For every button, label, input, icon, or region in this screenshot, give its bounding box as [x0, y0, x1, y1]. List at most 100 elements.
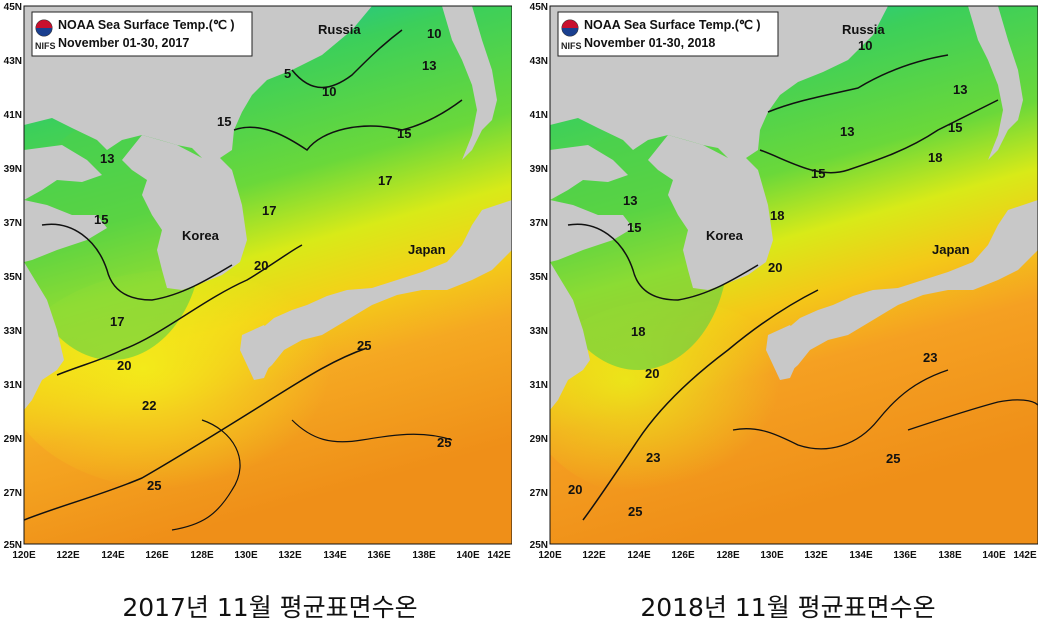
label-korea: Korea — [182, 228, 220, 243]
sst-map-2018: NIFS NOAA Sea Surface Temp.(℃ ) November… — [528, 0, 1038, 570]
contour-label: 10 — [427, 26, 441, 41]
lat-tick: 27N — [530, 488, 548, 499]
caption-2018: 2018년 11월 평균표면수온 — [640, 593, 936, 622]
contour-label: 20 — [568, 482, 582, 497]
caption-2017: 2017년 11월 평균표면수온 — [122, 593, 418, 622]
lon-tick: 130E — [234, 550, 258, 561]
lat-tick: 27N — [4, 488, 22, 499]
lat-tick: 29N — [530, 434, 548, 445]
lat-tick: 29N — [4, 434, 22, 445]
lon-tick: 128E — [716, 550, 740, 561]
map-period: November 01-30, 2018 — [584, 36, 715, 50]
land-korea — [122, 135, 247, 290]
lat-tick: 37N — [4, 218, 22, 229]
lat-tick: 25N — [530, 540, 548, 551]
lat-tick: 35N — [4, 272, 22, 283]
lat-tick: 45N — [530, 2, 548, 13]
lat-tick: 35N — [530, 272, 548, 283]
contour-label: 20 — [768, 260, 782, 275]
contour-label: 5 — [284, 66, 291, 81]
lon-tick: 122E — [56, 550, 80, 561]
land-shandong — [550, 200, 633, 262]
title-box: NIFS NOAA Sea Surface Temp.(℃ ) November… — [31, 11, 253, 57]
contour-label: 15 — [627, 220, 641, 235]
contour-label: 15 — [94, 212, 108, 227]
lon-tick: 134E — [323, 550, 347, 561]
lat-tick: 45N — [4, 2, 22, 13]
map-period: November 01-30, 2017 — [58, 36, 189, 50]
contour-label: 22 — [142, 398, 156, 413]
lon-tick: 120E — [12, 550, 36, 561]
lon-tick: 120E — [538, 550, 562, 561]
contour-label: 23 — [646, 450, 660, 465]
land-japan — [773, 6, 1038, 372]
lon-tick: 122E — [582, 550, 606, 561]
land-kyushu — [766, 325, 800, 380]
contour-label: 25 — [357, 338, 371, 353]
contour-label: 18 — [928, 150, 942, 165]
land-japan-north — [442, 6, 497, 160]
contour-label: 13 — [100, 151, 114, 166]
contour-label: 10 — [858, 38, 872, 53]
contour-label: 18 — [631, 324, 645, 339]
land-kyushu — [240, 325, 274, 380]
lon-tick: 138E — [412, 550, 436, 561]
lon-tick: 126E — [671, 550, 695, 561]
label-korea: Korea — [706, 228, 744, 243]
contour-label: 17 — [262, 203, 276, 218]
lon-tick: 140E — [982, 550, 1006, 561]
lat-tick: 33N — [4, 326, 22, 337]
lat-tick: 39N — [530, 164, 548, 175]
lat-tick: 43N — [530, 56, 548, 67]
lat-tick: 25N — [4, 540, 22, 551]
nifs-logo-text: NIFS — [35, 41, 56, 51]
land-shandong — [24, 200, 107, 262]
land-japan-north — [968, 6, 1023, 160]
label-japan: Japan — [408, 242, 446, 257]
lon-tick: 138E — [938, 550, 962, 561]
land-china-coast — [550, 262, 590, 410]
contour-label: 25 — [886, 451, 900, 466]
lon-tick: 130E — [760, 550, 784, 561]
contour-label: 17 — [378, 173, 392, 188]
lon-tick: 134E — [849, 550, 873, 561]
land-liaodong — [24, 145, 102, 200]
land-korea — [648, 135, 773, 290]
contour-label: 10 — [322, 84, 336, 99]
contour-label: 18 — [770, 208, 784, 223]
lat-tick: 31N — [4, 380, 22, 391]
contour-label: 15 — [217, 114, 231, 129]
lon-tick: 142E — [1013, 550, 1037, 561]
lon-tick: 124E — [627, 550, 651, 561]
contour-label: 17 — [110, 314, 124, 329]
contour-label: 25 — [628, 504, 642, 519]
lat-tick: 41N — [4, 110, 22, 121]
nifs-logo-text: NIFS — [561, 41, 582, 51]
lon-tick: 142E — [487, 550, 511, 561]
label-russia: Russia — [318, 22, 361, 37]
contour-label: 25 — [147, 478, 161, 493]
lat-tick: 43N — [4, 56, 22, 67]
lon-tick: 136E — [893, 550, 917, 561]
map-title: NOAA Sea Surface Temp.(℃ ) — [584, 18, 761, 32]
land-japan — [247, 6, 512, 372]
lat-tick: 41N — [530, 110, 548, 121]
lat-tick: 39N — [4, 164, 22, 175]
contour-label: 25 — [437, 435, 451, 450]
contour-label: 15 — [811, 166, 825, 181]
title-box: NIFS NOAA Sea Surface Temp.(℃ ) November… — [557, 11, 779, 57]
lat-tick: 33N — [530, 326, 548, 337]
land-liaodong — [550, 145, 628, 200]
sst-map-2017: NIFS NOAA Sea Surface Temp.(℃ ) November… — [2, 0, 512, 570]
lat-tick: 37N — [530, 218, 548, 229]
contour-label: 15 — [948, 120, 962, 135]
lon-tick: 128E — [190, 550, 214, 561]
contour-label: 23 — [923, 350, 937, 365]
contour-label: 13 — [623, 193, 637, 208]
label-russia: Russia — [842, 22, 885, 37]
contour-label: 20 — [117, 358, 131, 373]
map-title: NOAA Sea Surface Temp.(℃ ) — [58, 18, 235, 32]
lon-tick: 132E — [278, 550, 302, 561]
contour-label: 13 — [953, 82, 967, 97]
lon-tick: 124E — [101, 550, 125, 561]
